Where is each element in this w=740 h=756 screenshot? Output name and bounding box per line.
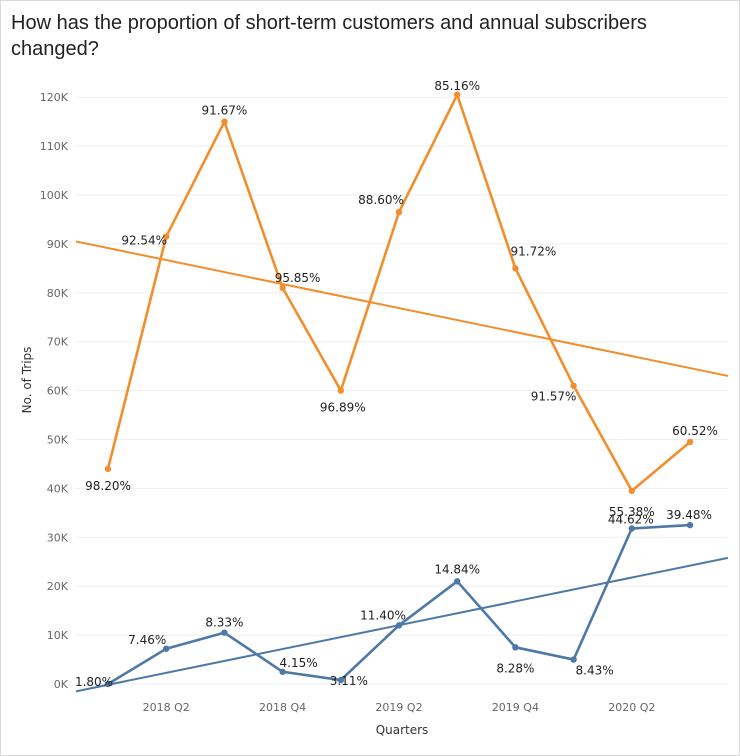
data-point[interactable] xyxy=(570,656,577,663)
data-point[interactable] xyxy=(104,465,112,473)
y-tick-label: 120K xyxy=(40,91,69,104)
y-tick-label: 50K xyxy=(47,434,69,447)
y-tick-label: 10K xyxy=(47,629,69,642)
chart-title: How has the proportion of short-term cus… xyxy=(11,12,647,60)
data-label: 39.48% xyxy=(666,508,712,522)
data-label: 85.16% xyxy=(434,79,480,93)
data-point[interactable] xyxy=(454,91,461,98)
data-label: 91.57% xyxy=(531,390,577,404)
data-label: 11.40% xyxy=(360,608,406,622)
y-tick-label: 100K xyxy=(40,189,69,202)
data-point[interactable] xyxy=(221,118,228,125)
x-tick-label: 2018 Q2 xyxy=(143,701,190,714)
data-point[interactable] xyxy=(686,438,694,446)
data-label: 14.84% xyxy=(434,562,480,576)
data-point[interactable] xyxy=(279,668,286,675)
data-point[interactable] xyxy=(221,629,228,636)
y-tick-label: 20K xyxy=(47,580,69,593)
gridlines xyxy=(76,96,728,685)
data-label: 4.15% xyxy=(280,656,318,670)
y-axis-ticks: 0K 10K 20K 30K 40K 50K 60K 70K 80K 90K 100K 110K 120… xyxy=(40,91,69,691)
data-label: 91.67% xyxy=(202,104,248,118)
x-tick-label: 2019 Q2 xyxy=(375,701,422,714)
data-label: 96.89% xyxy=(320,401,366,415)
y-tick-label: 0K xyxy=(54,678,69,691)
x-tick-label: 2018 Q4 xyxy=(259,701,306,714)
data-point[interactable] xyxy=(512,644,519,651)
data-points xyxy=(104,91,694,688)
data-label: 60.52% xyxy=(672,424,718,438)
series-line-1 xyxy=(107,523,691,686)
data-point[interactable] xyxy=(337,387,344,394)
data-point[interactable] xyxy=(686,521,694,529)
data-label: 92.54% xyxy=(121,234,167,248)
y-tick-label: 40K xyxy=(47,482,69,495)
data-point[interactable] xyxy=(570,382,577,389)
data-point[interactable] xyxy=(163,233,170,240)
x-axis-title: Quarters xyxy=(376,723,429,737)
data-label: 98.20% xyxy=(85,479,131,493)
x-tick-label: 2019 Q4 xyxy=(492,701,539,714)
data-point[interactable] xyxy=(279,284,286,292)
data-label: 88.60% xyxy=(358,193,404,207)
data-label: 8.43% xyxy=(576,664,614,678)
data-label: 3.11% xyxy=(330,674,368,688)
data-point[interactable] xyxy=(628,525,635,532)
data-point[interactable] xyxy=(104,680,112,688)
data-label: 8.33% xyxy=(205,616,243,630)
data-point[interactable] xyxy=(512,265,519,272)
series-lines xyxy=(106,93,691,686)
data-label: 95.85% xyxy=(275,271,321,285)
y-tick-label: 90K xyxy=(47,238,69,251)
data-label: 55.38% xyxy=(609,505,655,519)
data-point[interactable] xyxy=(395,622,403,629)
y-tick-label: 80K xyxy=(47,287,69,300)
y-tick-label: 30K xyxy=(47,531,69,544)
data-point[interactable] xyxy=(163,645,170,652)
data-label: 44.62% xyxy=(608,512,654,526)
trend-line-0 xyxy=(75,240,729,377)
data-label: 7.46% xyxy=(128,633,166,647)
y-axis-title: No. of Trips xyxy=(20,347,34,414)
data-labels: 98.20% 92.54% 91.67% 95.85% 96.89% 88.60% 85.1… xyxy=(75,79,718,689)
data-point[interactable] xyxy=(337,676,344,684)
y-tick-label: 60K xyxy=(47,385,69,398)
y-tick-label: 110K xyxy=(40,140,69,153)
y-tick-label: 70K xyxy=(47,336,69,349)
data-point[interactable] xyxy=(395,208,403,216)
data-label: 8.28% xyxy=(496,661,534,675)
data-point[interactable] xyxy=(628,487,635,495)
x-tick-label: 2020 Q2 xyxy=(608,701,655,714)
data-point[interactable] xyxy=(454,578,461,585)
x-axis-ticks: 2018 Q2 2018 Q4 2019 Q2 2019 Q4 2020 Q2 xyxy=(143,701,656,714)
data-label: 91.72% xyxy=(511,244,557,258)
data-label: 1.80% xyxy=(75,675,113,689)
